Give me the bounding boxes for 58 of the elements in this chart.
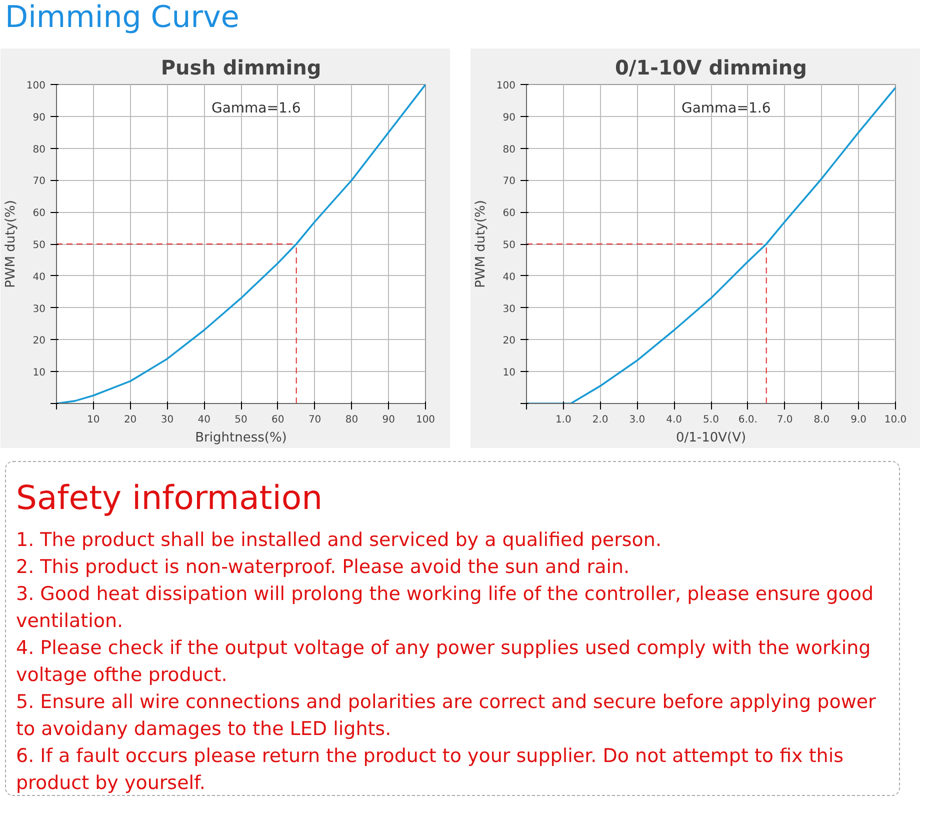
x-tick-label: 5.0: [703, 414, 719, 426]
x-tick-label: 30: [160, 414, 174, 426]
y-tick-label: 70: [32, 176, 46, 188]
annotation: Gamma=1.6: [211, 100, 301, 116]
x-tick-label: 90: [382, 414, 395, 426]
y-tick-label: 10: [32, 368, 46, 379]
x-tick-label: 2.0: [592, 414, 608, 426]
y-tick-label: 100: [496, 80, 516, 92]
x-axis-title: 0/1-10V(V): [676, 430, 746, 446]
x-tick-label: 60: [272, 414, 284, 426]
y-tick-label: 20: [32, 336, 46, 347]
x-tick-label: 10: [87, 414, 100, 426]
x-tick-label: 70: [308, 414, 322, 426]
y-tick-label: 30: [32, 304, 46, 315]
line-series: [56, 84, 426, 404]
annotation: Gamma=1.6: [681, 100, 771, 116]
text: 4. Please check if the output voltage of any power supplies used comply with the working voltage ofthe product.: [16, 636, 872, 688]
x-tick-label: 20: [124, 414, 137, 426]
text: 1. The product shall be installed and serviced by a qualified person.: [16, 528, 662, 554]
chart-subtitle: 0/1-10V dimming: [615, 56, 807, 80]
y-tick-label: 50: [32, 240, 46, 251]
x-tick-label: 4.0: [666, 414, 682, 426]
line-series: [526, 86, 896, 404]
x-tick-label: 8.0: [814, 414, 830, 426]
y-tick-label: 10: [502, 368, 516, 379]
y-tick-label: 40: [502, 272, 516, 283]
chart-subtitle: Push dimming: [160, 56, 322, 80]
x-tick-label: 7.0: [776, 414, 793, 426]
y-tick-label: 60: [32, 208, 46, 220]
y-tick-label: 90: [32, 112, 46, 124]
y-tick-label: 50: [502, 240, 516, 251]
x-tick-label: 6.0.: [738, 414, 758, 426]
y-tick-label: 60: [502, 208, 516, 220]
y-tick-label: 80: [502, 144, 516, 156]
x-tick-label: 9.0: [850, 414, 867, 426]
y-axis-title: PWM duty(%): [473, 200, 488, 288]
x-tick-label: 3.0: [629, 414, 646, 426]
text: 3. Good heat dissipation will prolong the working life of the controller, please ensure good ventilation.: [16, 582, 875, 634]
y-tick-label: 90: [502, 112, 516, 124]
y-tick-label: 40: [32, 272, 46, 283]
text: 5. Ensure all wire connections and polarities are correct and secure before applying power to avoidany damages to the LED lights.: [16, 690, 877, 742]
y-tick-label: 80: [32, 144, 46, 156]
y-tick-label: 20: [502, 336, 516, 347]
y-tick-label: 100: [26, 80, 46, 92]
x-tick-label: 80: [345, 414, 358, 426]
y-axis-title: PWM duty(%): [3, 200, 18, 288]
x-tick-label: 10.0: [884, 414, 907, 426]
text: 2. This product is non-waterproof. Please avoid the sun and rain.: [16, 555, 631, 580]
text: Safety information: [16, 477, 324, 519]
x-tick-label: 100: [416, 414, 436, 426]
text: 6. If a fault occurs please return the product to your supplier. Do not attempt to fix this product by yourself.: [16, 744, 845, 796]
chart-title: Dimming Curve: [5, 0, 240, 37]
x-tick-label: 50: [234, 414, 248, 426]
x-axis-title: Brightness(%): [195, 430, 287, 446]
y-tick-label: 30: [502, 304, 516, 315]
y-tick-label: 70: [502, 176, 516, 188]
x-tick-label: 1.0: [555, 414, 572, 426]
x-tick-label: 40: [198, 414, 210, 426]
